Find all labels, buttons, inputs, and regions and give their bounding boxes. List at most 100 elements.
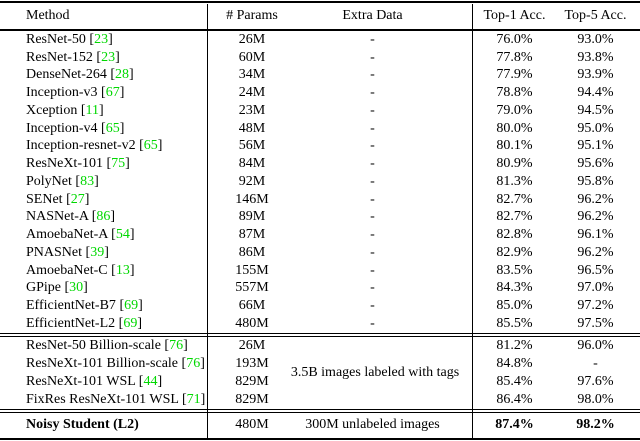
citation-number: 23 [94,31,109,47]
method-name: Noisy Student (L2) [26,417,139,433]
citation-number: 44 [143,373,158,389]
top1-acc-cell: 80.0% [496,120,533,136]
citation-bracket: ] [138,298,143,314]
table-section-noisy-student: Noisy Student (L2) 480M 300M unlabeled i… [0,413,640,438]
method-name: DenseNet-264 [26,67,107,83]
top5-acc-cell: 97.0% [577,280,614,296]
method-cell: Inception-v4 [65] [0,121,207,137]
table-top-rule [0,1,640,3]
method-cell: ResNeXt-101 [75] [0,156,207,172]
citation-bracket: [ [178,355,187,371]
top1-acc-cell: 83.5% [496,262,533,278]
extra-data-cell: - [370,315,375,331]
top1-acc-cell: 84.8% [496,355,533,371]
top1-acc-cell: 77.9% [496,67,533,83]
table-row: Noisy Student (L2) 480M 300M unlabeled i… [0,413,640,438]
method-name: AmoebaNet-A [26,227,108,243]
method-name: Xception [26,102,78,118]
top5-acc-cell: 93.9% [577,67,614,83]
citation-bracket: ] [104,244,109,260]
citation-bracket: [ [62,191,71,207]
method-name: ResNeXt-101 [26,156,103,172]
citation-bracket: [ [88,209,97,225]
citation-number: 65 [143,138,158,154]
citation-bracket: [ [107,262,116,278]
method-name: EfficientNet-L2 [26,315,116,331]
top1-acc-cell: 80.9% [496,156,533,172]
table-row: AmoebaNet-A [54] 87M - 82.8% 96.1% [0,226,640,244]
table-row: FixRes ResNeXt-101 WSL [71] 829M 86.4% 9… [0,391,640,409]
citation-bracket: ] [200,355,205,371]
table-row: ResNet-152 [23] 60M - 77.8% 93.8% [0,49,640,67]
citation-number: 30 [69,280,84,296]
method-cell: DenseNet-264 [28] [0,67,207,83]
extra-data-cell: - [370,298,375,314]
citation-bracket: [ [97,85,106,101]
citation-bracket: [ [178,391,187,407]
citation-bracket: ] [183,337,188,353]
extra-data-cell: - [370,156,375,172]
params-cell: 60M [238,49,266,65]
table-row: ResNet-50 Billion-scale [76] 26M 81.2% 9… [0,337,640,355]
table-row: ResNeXt-101 WSL [44] 829M 85.4% 97.6% [0,373,640,391]
extra-data-cell: - [370,31,375,47]
table-row: SENet [27] 146M - 82.7% 96.2% [0,191,640,209]
method-name: AmoebaNet-C [26,262,108,278]
method-name: Inception-resnet-v2 [26,138,136,154]
citation-bracket: ] [157,138,163,154]
extra-data-cell: - [370,120,375,136]
top1-acc-cell: 85.0% [496,298,533,314]
top5-acc-cell: 95.1% [577,138,614,154]
citation-bracket: ] [125,156,130,172]
method-name: ResNet-50 [26,31,86,47]
citation-number: 69 [123,315,138,331]
method-name: Inception-v4 [26,120,98,136]
method-cell: Xception [11] [0,103,207,119]
extra-data-cell: - [370,227,375,243]
header-separator-rule [0,29,640,31]
top1-acc-cell: 82.8% [496,227,533,243]
citation-bracket: ] [94,173,99,189]
shared-extra-data-label: 3.5B images labeled with tags [290,364,460,380]
table-row: ResNeXt-101 Billion-scale [76] 193M 84.8… [0,355,640,373]
top5-acc-cell: 94.4% [577,85,614,101]
method-name: ResNeXt-101 WSL [26,373,136,389]
top5-acc-cell: - [593,355,598,371]
table-row: DenseNet-264 [28] 34M - 77.9% 93.9% [0,67,640,85]
params-cell: 26M [238,31,266,47]
top5-acc-cell: 97.5% [577,315,614,331]
method-cell: ResNeXt-101 Billion-scale [76] [0,356,207,372]
citation-number: 75 [111,156,126,172]
params-cell: 193M [235,355,269,371]
method-cell: AmoebaNet-C [13] [0,263,207,279]
citation-number: 76 [186,355,201,371]
citation-number: 65 [105,120,120,136]
method-name: SENet [26,191,63,207]
citation-bracket: [ [135,138,144,154]
method-name: ResNet-50 Billion-scale [26,337,161,353]
citation-bracket: [ [92,49,102,65]
top1-acc-cell: 82.7% [496,209,533,225]
extra-data-cell: - [370,102,375,118]
citation-bracket: [ [77,102,86,118]
method-name: FixRes ResNeXt-101 WSL [26,391,179,407]
params-cell: 480M [235,417,269,433]
method-name: PolyNet [26,173,72,189]
citation-bracket: [ [103,156,112,172]
params-cell: 56M [238,138,266,154]
column-header-top5-acc: Top-5 Acc. [564,8,627,23]
citation-bracket: ] [200,391,206,407]
table-row: Inception-v4 [65] 48M - 80.0% 95.0% [0,120,640,138]
method-name: NASNet-A [26,209,89,225]
table-row: PolyNet [83] 92M - 81.3% 95.8% [0,173,640,191]
top5-acc-cell: 96.1% [577,227,614,243]
top1-acc-cell: 79.0% [496,102,533,118]
method-cell: PolyNet [83] [0,174,207,190]
citation-number: 76 [169,337,184,353]
citation-number: 11 [85,102,99,118]
citation-number: 28 [115,67,130,83]
citation-bracket: [ [85,31,95,47]
method-cell: GPipe [30] [0,280,207,296]
column-header-params: # Params [226,8,278,23]
